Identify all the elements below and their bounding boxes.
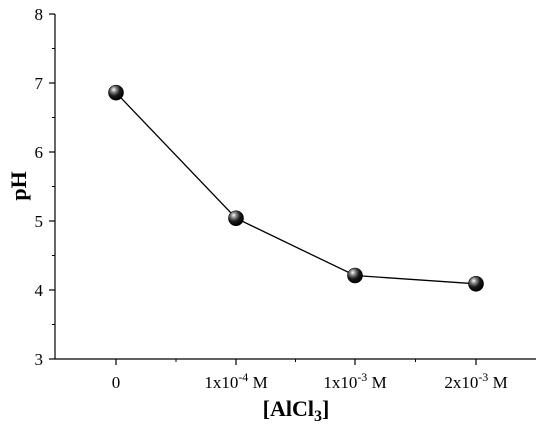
data-point <box>108 84 124 101</box>
y-tick-label: 7 <box>35 74 44 93</box>
y-tick-label: 8 <box>35 5 44 24</box>
x-axis-ticks: 0 1x10-4 M 1x10-3 M 2x10-3 M <box>112 359 508 392</box>
data-point <box>468 275 484 292</box>
x-axis-title-main: [AlCl <box>263 396 314 421</box>
x-tick-label: 1x10-3 M <box>323 370 386 392</box>
x-tick-label: 2x10-3 M <box>444 370 507 392</box>
series-line <box>115 92 477 285</box>
x-axis-title: [AlCl3] <box>263 396 330 425</box>
x-tick-label: 0 <box>112 373 121 392</box>
x-tick-label: 1x10-4 M <box>204 370 267 392</box>
y-axis-ticks: 3 4 5 6 7 8 <box>35 5 55 369</box>
y-tick-label: 3 <box>35 350 44 369</box>
y-tick-label: 6 <box>35 143 44 162</box>
data-series <box>108 84 484 292</box>
x-axis-title-end: ] <box>322 396 329 421</box>
data-point <box>347 267 363 284</box>
axes <box>54 14 536 360</box>
y-tick-label: 4 <box>35 281 44 300</box>
x-axis-title-subscript: 3 <box>314 408 322 425</box>
y-tick-label: 5 <box>35 212 44 231</box>
y-axis-title: pH <box>6 171 31 200</box>
data-point <box>228 210 244 227</box>
